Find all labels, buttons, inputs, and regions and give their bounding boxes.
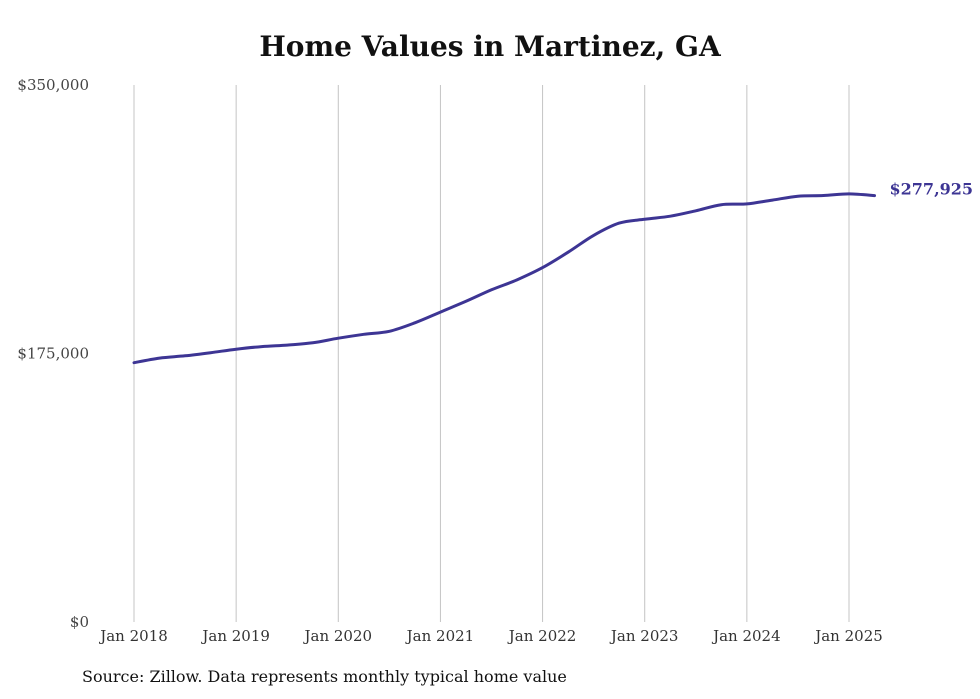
end-value-label: $277,925 (890, 180, 974, 199)
x-tick-label: Jan 2021 (405, 627, 475, 645)
grid-lines (133, 85, 850, 622)
y-tick-label: $175,000 (17, 345, 89, 363)
series-line (132, 192, 876, 365)
x-tick-label: Jan 2023 (609, 627, 679, 645)
x-tick-label: Jan 2024 (711, 627, 781, 645)
series-group: $277,925 (132, 180, 973, 365)
y-tick-label: $350,000 (17, 76, 89, 94)
y-axis-ticks: $0 $175,000 $350,000 (17, 76, 89, 631)
x-tick-label: Jan 2019 (200, 627, 270, 645)
x-tick-label: Jan 2018 (98, 627, 168, 645)
x-tick-label: Jan 2022 (507, 627, 577, 645)
x-axis-ticks: Jan 2018 Jan 2019 Jan 2020 Jan 2021 Jan 2022… (98, 627, 883, 645)
x-tick-label: Jan 2025 (813, 627, 883, 645)
source-note: Source: Zillow. Data represents monthly … (82, 667, 567, 686)
x-tick-label: Jan 2020 (303, 627, 373, 645)
y-tick-label: $0 (70, 613, 89, 631)
chart-title: Home Values in Martinez, GA (259, 30, 721, 63)
